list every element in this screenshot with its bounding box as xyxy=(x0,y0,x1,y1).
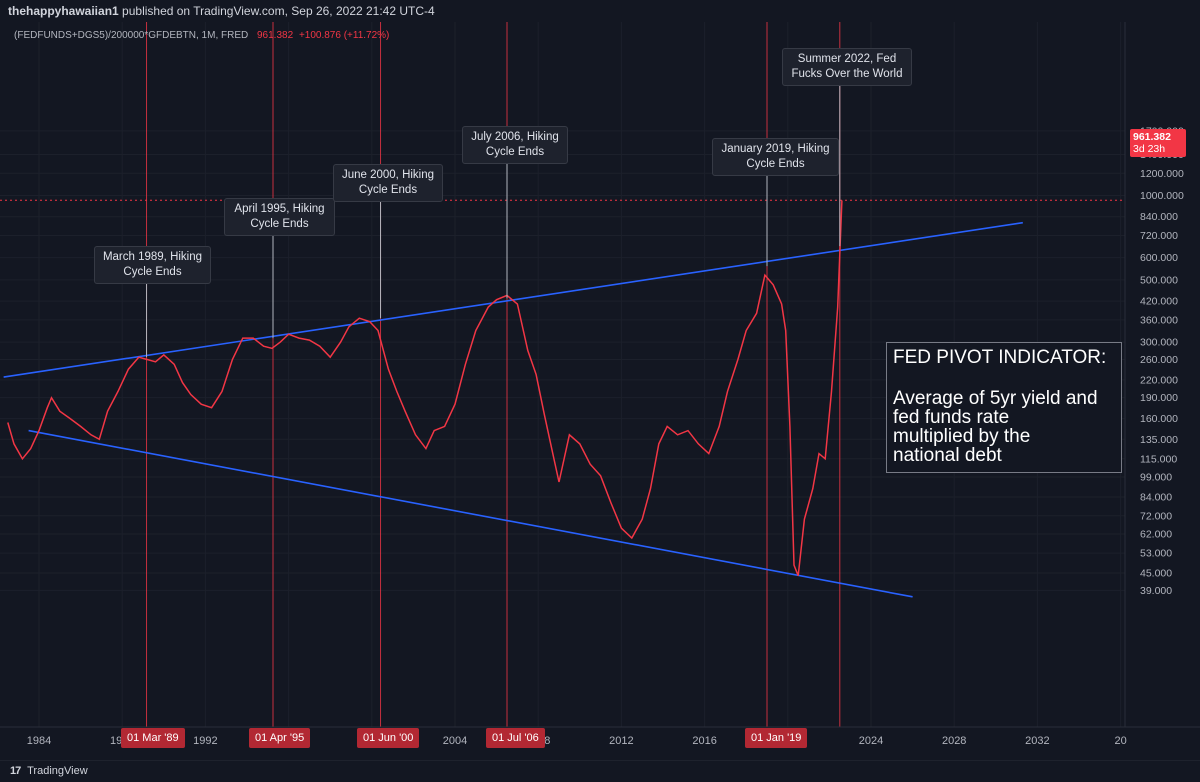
date-tag-2006: 01 Jul '06 xyxy=(486,728,545,748)
price-tick-label: 45.000 xyxy=(1140,568,1172,580)
callout-2019-line1: January 2019, Hiking xyxy=(721,143,830,155)
callout-2000[interactable]: June 2000, Hiking Cycle Ends xyxy=(333,164,443,202)
time-tick-label: 1984 xyxy=(27,735,51,747)
callout-2000-line1: June 2000, Hiking xyxy=(341,169,435,181)
price-tick-label: 600.000 xyxy=(1140,252,1178,264)
callout-2022-line1: Summer 2022, Fed xyxy=(797,53,897,65)
callout-1989[interactable]: March 1989, Hiking Cycle Ends xyxy=(94,246,211,284)
time-tick-label: 2016 xyxy=(692,735,716,747)
last-price-value: 961.382 xyxy=(1133,131,1171,143)
trendline-lower xyxy=(28,429,913,598)
callout-2022-line2: Fucks Over the World xyxy=(791,68,903,80)
price-tick-label: 115.000 xyxy=(1140,453,1177,465)
price-tick-label: 1000.000 xyxy=(1140,190,1184,202)
price-tick-label: 1200.000 xyxy=(1140,168,1184,180)
price-tick-label: 840.000 xyxy=(1140,211,1178,223)
callout-1995[interactable]: April 1995, Hiking Cycle Ends xyxy=(224,198,335,236)
time-tick-label: 2032 xyxy=(1025,735,1049,747)
publish-header: thehappyhawaiian1 published on TradingVi… xyxy=(0,0,1200,22)
publish-info: published on TradingView.com, Sep 26, 20… xyxy=(122,4,435,18)
time-tick-label: 1992 xyxy=(193,735,217,747)
price-tick-label: 160.000 xyxy=(1140,413,1178,425)
price-tick-label: 300.000 xyxy=(1140,337,1178,349)
price-tick-label: 360.000 xyxy=(1140,314,1178,326)
callout-1989-line1: March 1989, Hiking xyxy=(102,251,203,263)
time-tick-label: 2028 xyxy=(942,735,966,747)
fed-pivot-body: Average of 5yr yield and fed funds rate … xyxy=(893,388,1098,466)
time-tick-label: 2012 xyxy=(609,735,633,747)
fed-pivot-title: FED PIVOT INDICATOR: xyxy=(893,347,1107,368)
price-tick-label: 39.000 xyxy=(1140,585,1172,597)
callout-2019-line2: Cycle Ends xyxy=(746,158,805,170)
callout-1995-line1: April 1995, Hiking xyxy=(234,203,325,215)
callout-2006[interactable]: July 2006, Hiking Cycle Ends xyxy=(462,126,568,164)
fed-pivot-textbox[interactable]: FED PIVOT INDICATOR: Average of 5yr yiel… xyxy=(886,342,1122,473)
price-tick-label: 72.000 xyxy=(1140,510,1172,522)
price-tick-label: 62.000 xyxy=(1140,528,1172,540)
callout-2019[interactable]: January 2019, Hiking Cycle Ends xyxy=(712,138,839,176)
time-tick-label: 2024 xyxy=(859,735,883,747)
price-axis: 1700.0001400.0001200.0001000.000840.0007… xyxy=(1140,125,1184,597)
price-tick-label: 500.000 xyxy=(1140,274,1178,286)
callout-1995-line2: Cycle Ends xyxy=(250,218,309,230)
bar-countdown: 3d 23h xyxy=(1133,143,1166,155)
series-line xyxy=(7,200,843,576)
price-tick-label: 220.000 xyxy=(1140,374,1178,386)
date-tag-1989: 01 Mar '89 xyxy=(121,728,185,748)
price-tick-label: 53.000 xyxy=(1140,548,1172,560)
callout-2006-line2: Cycle Ends xyxy=(485,146,545,158)
time-tick-label: 2004 xyxy=(443,735,467,747)
callout-2022[interactable]: Summer 2022, Fed Fucks Over the World xyxy=(782,48,912,86)
series-legend[interactable]: (FEDFUNDS+DGS5)/200000*GFDEBTN, 1M, FRED… xyxy=(14,30,389,41)
author-name[interactable]: thehappyhawaiian1 xyxy=(8,4,119,18)
callout-2006-line1: July 2006, Hiking xyxy=(471,131,559,143)
tradingview-brand[interactable]: TradingView xyxy=(27,765,88,777)
callout-2000-line2: Cycle Ends xyxy=(358,184,418,196)
chart-area[interactable]: 1700.0001400.0001200.0001000.000840.0007… xyxy=(0,22,1200,760)
price-tick-label: 84.000 xyxy=(1140,492,1172,504)
callout-1989-line2: Cycle Ends xyxy=(123,266,182,278)
date-tag-2019: 01 Jan '19 xyxy=(745,728,808,748)
callout-connectors xyxy=(146,82,841,358)
footer-bar: 17 TradingView xyxy=(0,760,1200,781)
legend-value: 961.382 xyxy=(257,30,294,41)
date-tag-1995: 01 Apr '95 xyxy=(249,728,311,748)
price-tick-label: 420.000 xyxy=(1140,296,1178,308)
tradingview-logo-icon[interactable]: 17 xyxy=(10,765,21,777)
last-price-label: 961.382 3d 23h xyxy=(1130,129,1186,157)
price-tick-label: 135.000 xyxy=(1140,434,1178,446)
price-tick-label: 260.000 xyxy=(1140,354,1178,366)
time-axis: 1984198819921996200020042008201220162020… xyxy=(27,735,1127,747)
date-tag-2000: 01 Jun '00 xyxy=(357,728,420,748)
price-tick-label: 190.000 xyxy=(1140,392,1178,404)
time-tick-label: 20 xyxy=(1114,735,1126,747)
price-tick-label: 99.000 xyxy=(1140,472,1172,484)
legend-symbol: (FEDFUNDS+DGS5)/200000*GFDEBTN, 1M, FRED xyxy=(14,30,249,41)
price-tick-label: 720.000 xyxy=(1140,230,1178,242)
legend-change: +100.876 (+11.72%) xyxy=(298,30,390,41)
